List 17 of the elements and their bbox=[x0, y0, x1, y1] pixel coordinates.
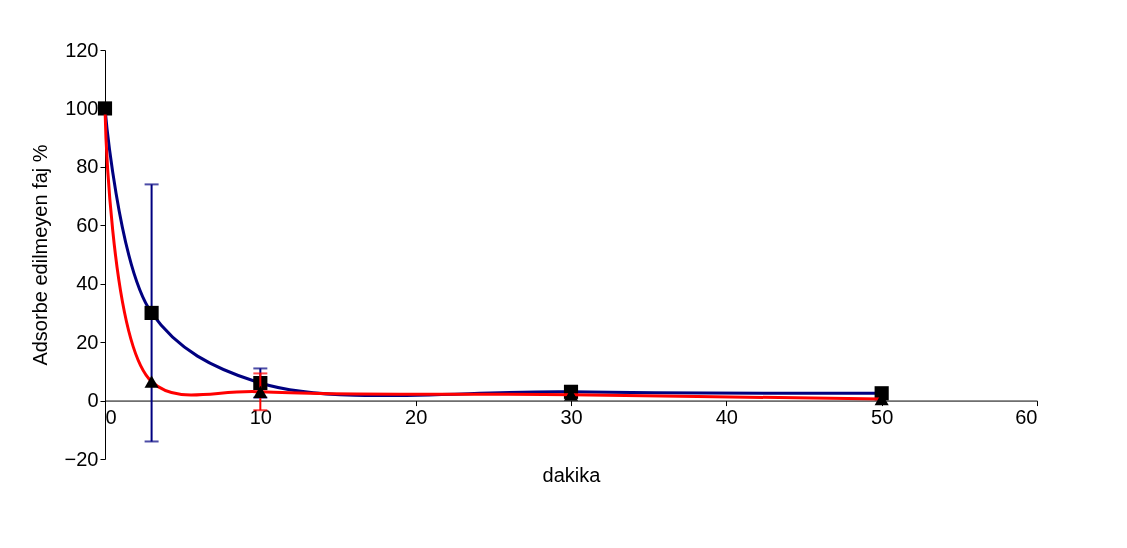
y-axis-title: Adsorbe edilmeyen faj % bbox=[28, 144, 51, 366]
x-tick-label: 50 bbox=[871, 406, 894, 429]
y-tick-label: 20 bbox=[76, 330, 99, 353]
x-tick-label: 40 bbox=[715, 406, 738, 429]
x-tick-label: 20 bbox=[405, 406, 428, 429]
y-tick-label: 40 bbox=[76, 272, 99, 295]
y-tick-label: 100 bbox=[65, 96, 99, 119]
x-tick-label: 60 bbox=[1015, 406, 1038, 429]
y-tick-label: 0 bbox=[87, 389, 99, 412]
x-tick-label: 30 bbox=[560, 406, 583, 429]
y-tick-label: 80 bbox=[76, 155, 99, 178]
y-tick-label: −20 bbox=[64, 447, 99, 470]
x-tick-label: 10 bbox=[249, 406, 272, 429]
x-tick-label: 0 bbox=[105, 406, 117, 429]
x-axis-title: dakika bbox=[542, 464, 602, 487]
y-tick-label: 120 bbox=[65, 38, 99, 61]
y-tick-label: 60 bbox=[76, 213, 99, 236]
